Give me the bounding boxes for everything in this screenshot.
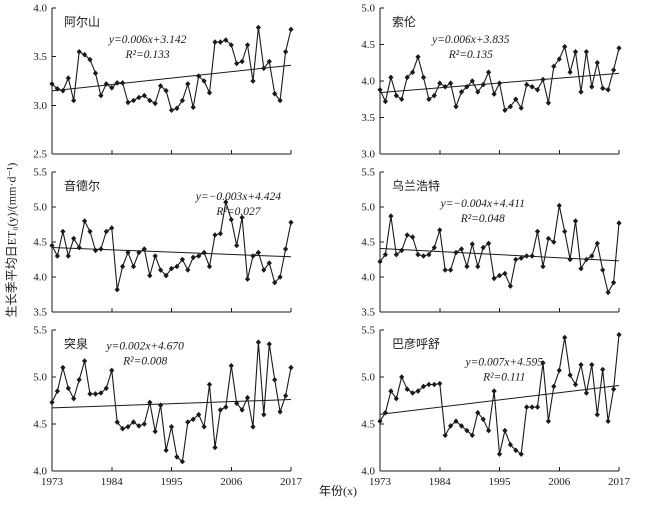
svg-text:4.5: 4.5 <box>361 419 375 431</box>
svg-text:乌兰浩特: 乌兰浩特 <box>392 178 440 193</box>
svg-text:R²=0.048: R²=0.048 <box>460 213 505 225</box>
chart-panel-yindeer: 3.5 4.0 4.5 5.0 5.5 音德尔 y=−0.003x+4.424 R²=0.02… <box>33 167 294 319</box>
svg-text:4.0: 4.0 <box>33 272 47 284</box>
svg-text:3.5: 3.5 <box>361 112 375 124</box>
svg-text:4.0: 4.0 <box>33 3 47 15</box>
svg-text:2006: 2006 <box>548 476 571 488</box>
svg-text:1995: 1995 <box>161 476 184 488</box>
svg-text:4.5: 4.5 <box>33 237 47 249</box>
svg-text:R²=0.135: R²=0.135 <box>448 49 493 61</box>
svg-text:5.0: 5.0 <box>33 372 47 384</box>
svg-text:3.0: 3.0 <box>361 149 375 161</box>
chart-panel-bayanhushu: 4.0 4.5 5.0 5.5 1973 1984 1995 2006 2017 巴彦呼舒 y=0.… <box>361 325 631 489</box>
x-axis-label: 年份(x) <box>319 484 357 498</box>
svg-text:R²=0.111: R²=0.111 <box>482 371 525 383</box>
svg-text:R²=0.133: R²=0.133 <box>125 49 170 61</box>
svg-text:4.0: 4.0 <box>361 76 375 88</box>
svg-text:3.5: 3.5 <box>361 307 375 319</box>
svg-text:4.5: 4.5 <box>361 237 375 249</box>
svg-text:1973: 1973 <box>41 476 64 488</box>
svg-text:5.0: 5.0 <box>361 202 375 214</box>
svg-text:1984: 1984 <box>101 476 124 488</box>
svg-text:2017: 2017 <box>280 476 303 488</box>
svg-text:5.5: 5.5 <box>33 167 47 179</box>
chart-panel-tuquan: 4.0 4.5 5.0 5.5 1973 1984 1995 2006 2017 突泉 y=0.00… <box>33 325 303 489</box>
svg-text:3.0: 3.0 <box>33 100 47 112</box>
svg-text:突泉: 突泉 <box>64 336 88 351</box>
svg-text:巴彦呼舒: 巴彦呼舒 <box>392 336 440 351</box>
svg-text:4.0: 4.0 <box>361 466 375 478</box>
svg-text:2006: 2006 <box>220 476 243 488</box>
svg-text:5.0: 5.0 <box>361 3 375 15</box>
svg-text:3.5: 3.5 <box>33 307 47 319</box>
svg-text:5.0: 5.0 <box>361 372 375 384</box>
svg-text:1973: 1973 <box>369 476 392 488</box>
svg-text:4.0: 4.0 <box>33 466 47 478</box>
svg-text:3.5: 3.5 <box>33 51 47 63</box>
svg-text:y=−0.004x+4.411: y=−0.004x+4.411 <box>440 198 525 210</box>
svg-text:音德尔: 音德尔 <box>64 178 100 193</box>
svg-text:4.5: 4.5 <box>361 39 375 51</box>
svg-text:R²=0.027: R²=0.027 <box>215 206 261 218</box>
svg-text:4.5: 4.5 <box>33 419 47 431</box>
svg-text:y=0.007x+4.595: y=0.007x+4.595 <box>465 356 544 368</box>
svg-text:2.5: 2.5 <box>33 149 47 161</box>
svg-text:5.5: 5.5 <box>361 167 375 179</box>
svg-text:5.0: 5.0 <box>33 202 47 214</box>
svg-text:5.5: 5.5 <box>361 325 375 337</box>
svg-text:y=0.002x+4.670: y=0.002x+4.670 <box>105 341 184 353</box>
svg-text:阿尔山: 阿尔山 <box>64 14 100 29</box>
svg-text:R²=0.008: R²=0.008 <box>122 356 167 368</box>
svg-text:索伦: 索伦 <box>392 14 416 29</box>
svg-text:4.0: 4.0 <box>361 272 375 284</box>
svg-text:1984: 1984 <box>429 476 452 488</box>
chart-panel-aershan: 2.5 3.0 3.5 4.0 阿尔山 y=0.006x+3.142 R²=0.133 <box>33 3 294 161</box>
svg-text:1995: 1995 <box>489 476 512 488</box>
svg-text:y=0.006x+3.835: y=0.006x+3.835 <box>431 34 510 46</box>
chart-panel-suolun: 3.0 3.5 4.0 4.5 5.0 索伦 y=0.006x+3.835 R²=0.135 <box>361 3 622 161</box>
svg-text:y=0.006x+3.142: y=0.006x+3.142 <box>108 34 187 46</box>
svg-text:5.5: 5.5 <box>33 325 47 337</box>
y-axis-label: 生长季平均日ET₀(y)/(mm·d⁻¹) <box>4 162 19 318</box>
svg-text:2017: 2017 <box>608 476 631 488</box>
svg-text:y=−0.003x+4.424: y=−0.003x+4.424 <box>195 191 281 203</box>
